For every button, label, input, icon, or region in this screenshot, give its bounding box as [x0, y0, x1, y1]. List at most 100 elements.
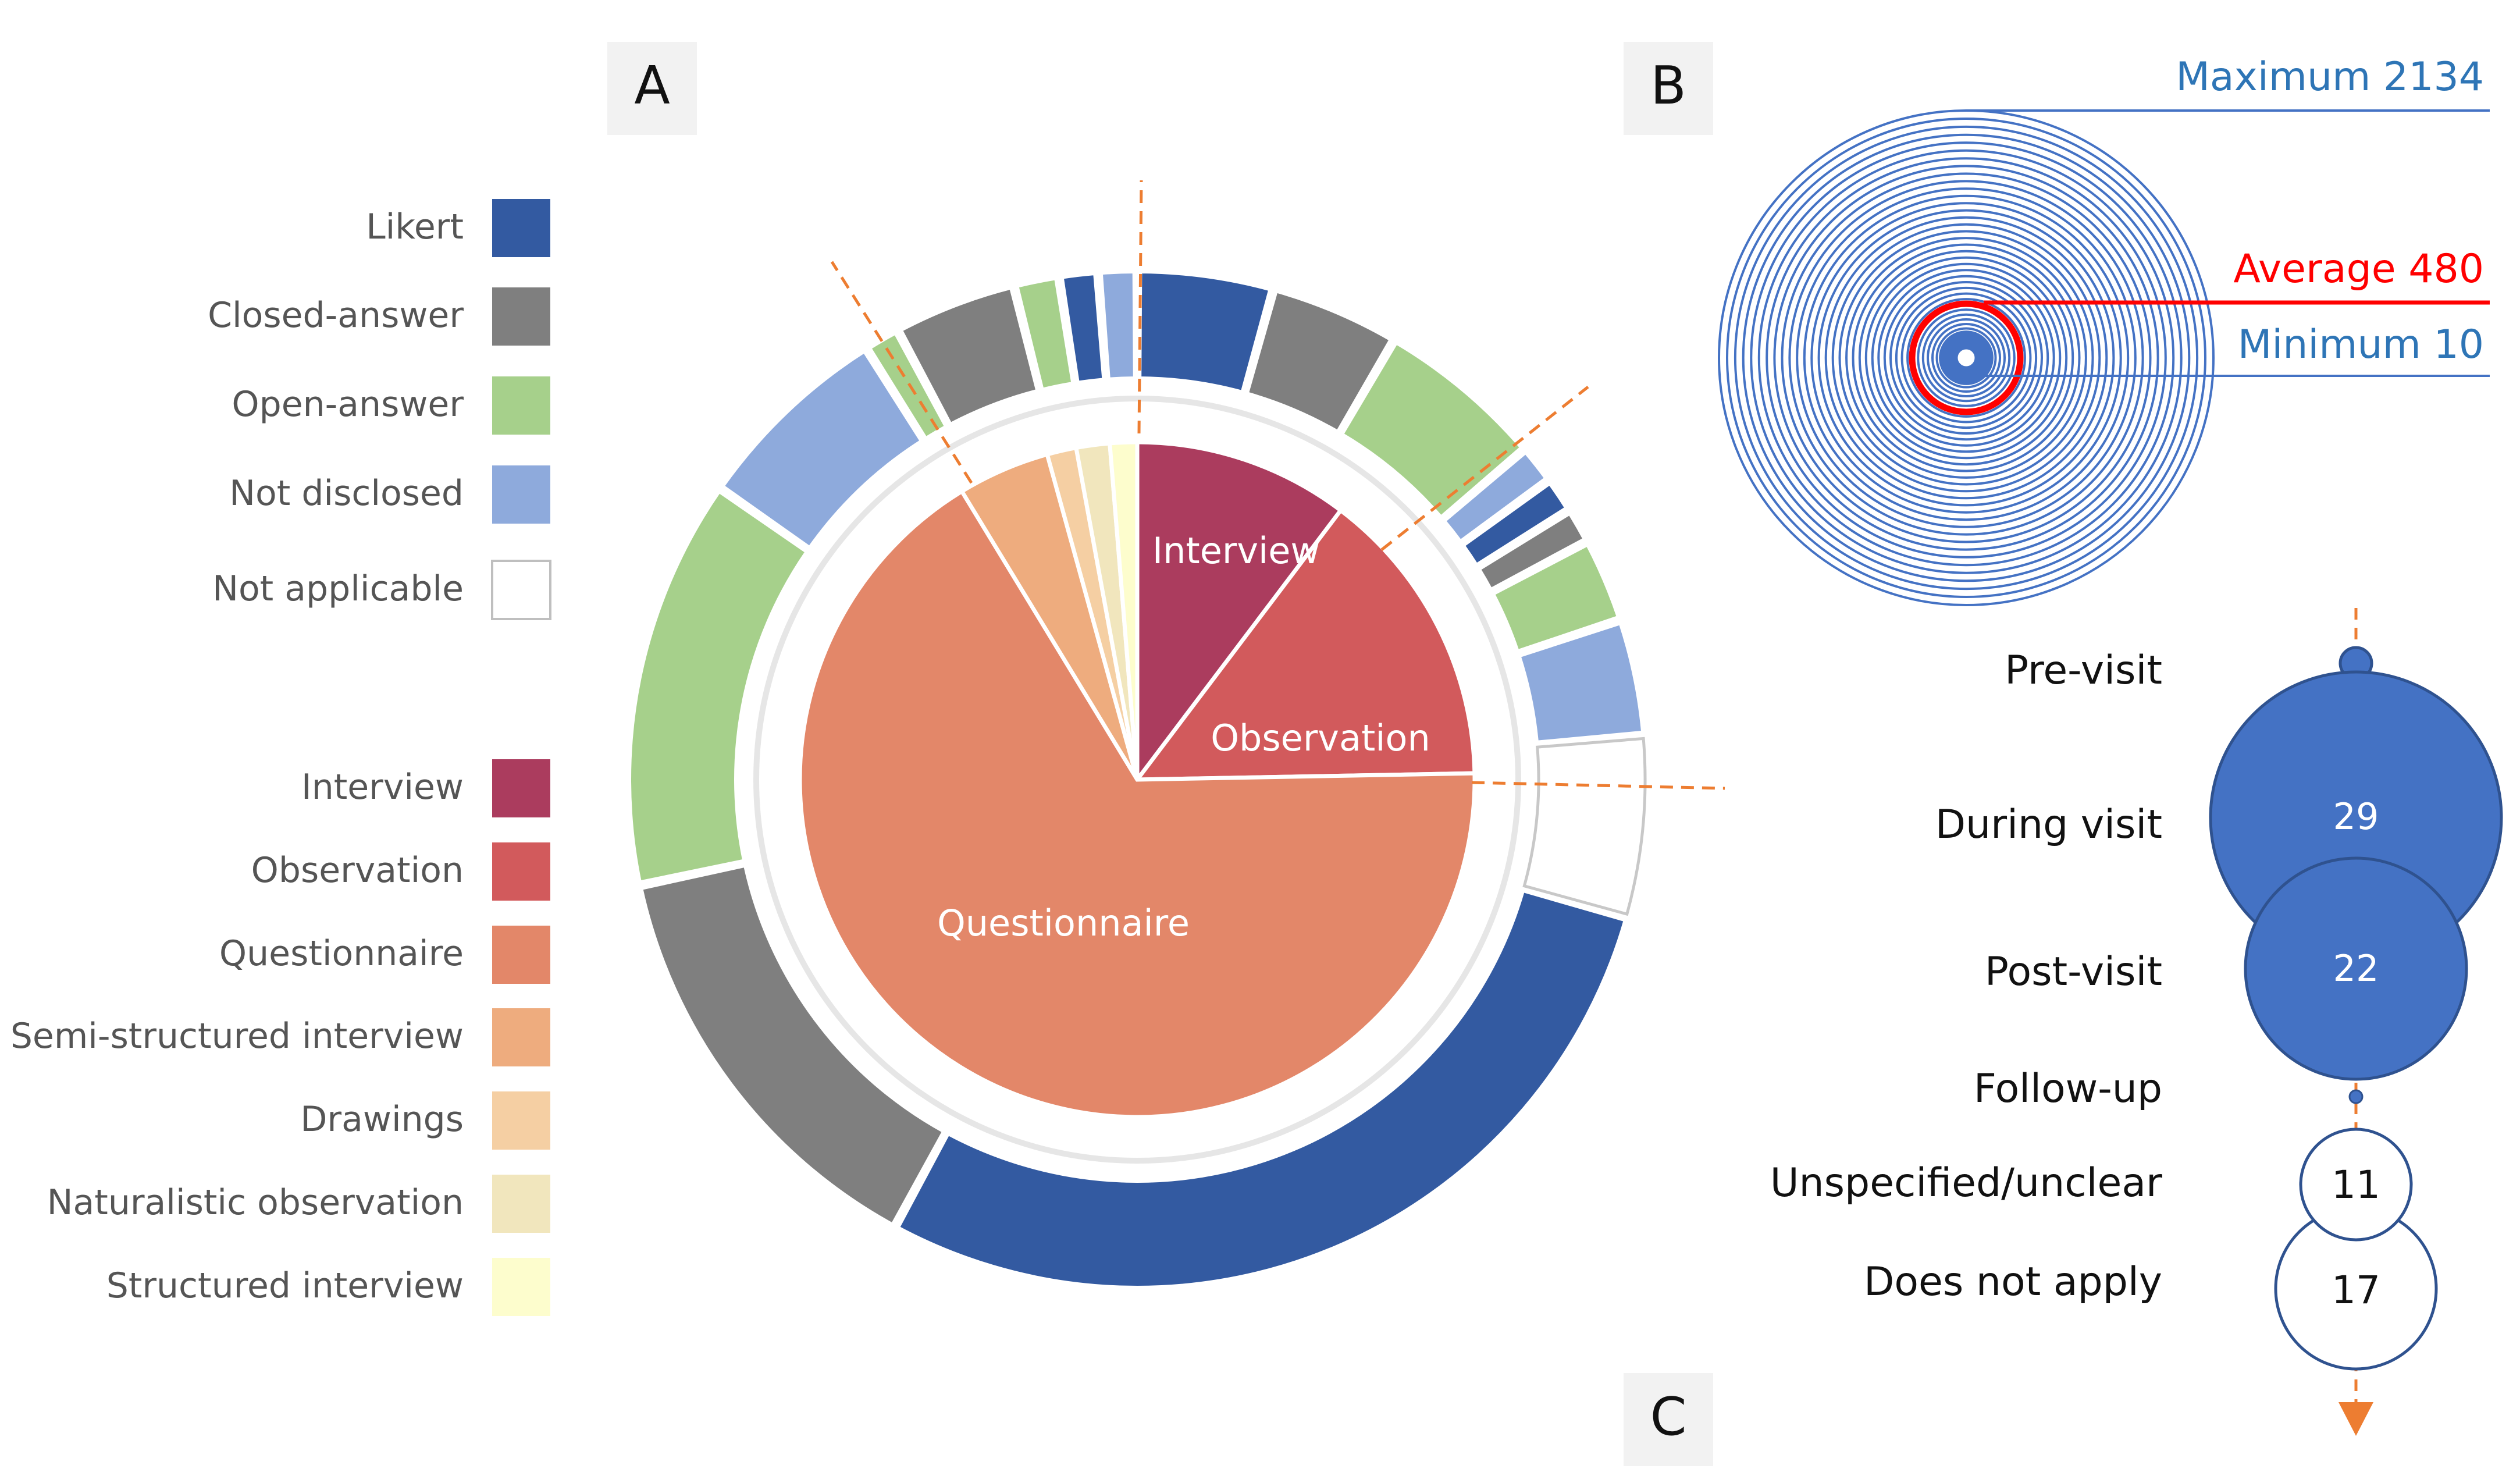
- bubble-value-label: 29: [2333, 795, 2379, 838]
- legend-swatch: [492, 926, 550, 984]
- legend-swatch: [492, 842, 550, 901]
- minimum-label: Minimum 10: [2238, 322, 2484, 368]
- svg-text:C: C: [1650, 1386, 1687, 1448]
- sample-circle: [1858, 250, 2074, 466]
- sample-circle: [1718, 109, 2215, 606]
- sample-circle: [1796, 187, 2137, 528]
- pie-label-observation: Observation: [1211, 717, 1430, 759]
- bubble-unspecified: [2299, 1128, 2413, 1242]
- legend-label: Not disclosed: [229, 473, 464, 514]
- sample-circle: [1803, 194, 2130, 521]
- legend-label: Questionnaire: [219, 933, 464, 974]
- svg-text:B: B: [1650, 55, 1686, 116]
- sample-circle: [1942, 334, 1990, 382]
- sample-circle: [1781, 172, 2152, 543]
- sample-circle: [1877, 269, 2055, 447]
- legend-swatch: [492, 1008, 550, 1066]
- sample-circle: [1845, 237, 2087, 479]
- sample-circle: [1750, 141, 2183, 574]
- sample-circle: [1766, 157, 2167, 559]
- pie-label-questionnaire: Questionnaire: [937, 902, 1190, 944]
- ring-segment-not-disclosed: [1517, 621, 1645, 745]
- legend-label: Structured interview: [106, 1265, 464, 1306]
- legend-label: Interview: [301, 767, 464, 808]
- legend-swatch: [492, 287, 550, 346]
- ring-segment-likert: [1138, 269, 1273, 394]
- ring-segment-closed-answer: [1476, 511, 1588, 592]
- ring-segment-open-answer: [1490, 542, 1621, 654]
- sample-size-circles: [1718, 109, 2215, 606]
- ring-segment-not-disclosed: [1099, 269, 1137, 381]
- average-label: Average 480: [2233, 246, 2484, 292]
- ring-segment-likert: [1461, 481, 1569, 568]
- panel-a-label: A: [607, 42, 697, 135]
- sample-circle: [1810, 202, 2122, 514]
- timeline-category-label: Follow-up: [1974, 1066, 2162, 1112]
- sample-circle: [1757, 149, 2175, 567]
- legend-label: Closed-answer: [208, 295, 464, 336]
- sample-circle: [1773, 165, 2159, 551]
- legend-swatch: [491, 560, 551, 620]
- outer-ring: [628, 269, 1647, 1289]
- pie-label-interview: Interview: [1152, 529, 1320, 572]
- sample-circle: [1734, 125, 2199, 591]
- average-circle: [1909, 300, 2024, 415]
- pie-labels: Interview Observation Questionnaire: [937, 529, 1430, 944]
- bubble-value-label: 17: [2332, 1268, 2380, 1313]
- timeline-arrow-icon: [2339, 1402, 2373, 1436]
- ring-segment-open-answer: [1339, 340, 1524, 520]
- bubble-follow-up: [2348, 1089, 2364, 1104]
- pie-slice-questionnaire: [798, 488, 1477, 1119]
- sample-circle: [1931, 323, 2001, 393]
- ring-segment-not-applicable: [1522, 737, 1647, 916]
- sample-circle: [1742, 133, 2191, 582]
- maximum-label: Maximum 2134: [2176, 54, 2484, 100]
- pie-slice-observation: [1133, 507, 1477, 782]
- sample-circle: [1824, 216, 2108, 500]
- pie-slice-structured-interview: [1107, 440, 1140, 780]
- legend-swatch: [492, 376, 550, 435]
- bubble-value-label: 11: [2332, 1162, 2380, 1207]
- legend-label: Open-answer: [232, 384, 464, 425]
- sample-circle: [1889, 281, 2043, 435]
- timeline-category-label: Does not apply: [1864, 1259, 2162, 1305]
- sample-circle: [1939, 330, 1994, 385]
- sample-circle: [1900, 292, 2032, 424]
- sample-circle: [1831, 223, 2101, 493]
- sample-circle: [1864, 256, 2068, 460]
- inner-ring-border: [753, 396, 1521, 1164]
- ring-segment-closed-answer: [639, 863, 946, 1228]
- ring-segment-likert: [1060, 271, 1106, 385]
- legend-label: Drawings: [300, 1099, 464, 1140]
- legend-swatch: [492, 465, 550, 524]
- bubble-post-visit: [2244, 856, 2468, 1081]
- legend-formats: Likert Closed-answer Open-answer Not dis…: [208, 199, 551, 620]
- sample-circle: [1906, 298, 2026, 418]
- sample-circle: [1871, 262, 2062, 453]
- timeline-category-label: During visit: [1935, 802, 2162, 848]
- legend-label: Naturalistic observation: [47, 1182, 464, 1223]
- sample-circle: [1883, 275, 2049, 441]
- legend-label: Semi-structured interview: [10, 1016, 464, 1057]
- svg-text:A: A: [634, 55, 670, 116]
- ring-segment-not-disclosed: [1441, 450, 1549, 544]
- bubble-value-label: 22: [2333, 947, 2379, 990]
- sample-circle: [1817, 209, 2115, 507]
- legend-swatch: [492, 1258, 550, 1316]
- timeline-category-label: Post-visit: [1985, 949, 2162, 995]
- sample-circle: [1838, 230, 2094, 486]
- ring-segment-not-disclosed: [720, 348, 924, 550]
- sample-circle: [1935, 327, 1997, 389]
- timeline: 29 22 11 17 Pre-visit During visit Post-…: [1770, 608, 2503, 1436]
- legend-label: Observation: [251, 850, 464, 891]
- panel-b-label: B: [1624, 42, 1713, 135]
- legend-swatch: [492, 1091, 550, 1150]
- sample-circle: [1952, 343, 1981, 372]
- legend-swatch: [492, 759, 550, 817]
- leader-lines: [1966, 109, 2490, 377]
- inner-pie: [798, 440, 1477, 1119]
- ring-segment-closed-answer: [1245, 289, 1394, 435]
- sample-circle: [1895, 286, 2038, 429]
- sample-circle: [1852, 243, 2081, 472]
